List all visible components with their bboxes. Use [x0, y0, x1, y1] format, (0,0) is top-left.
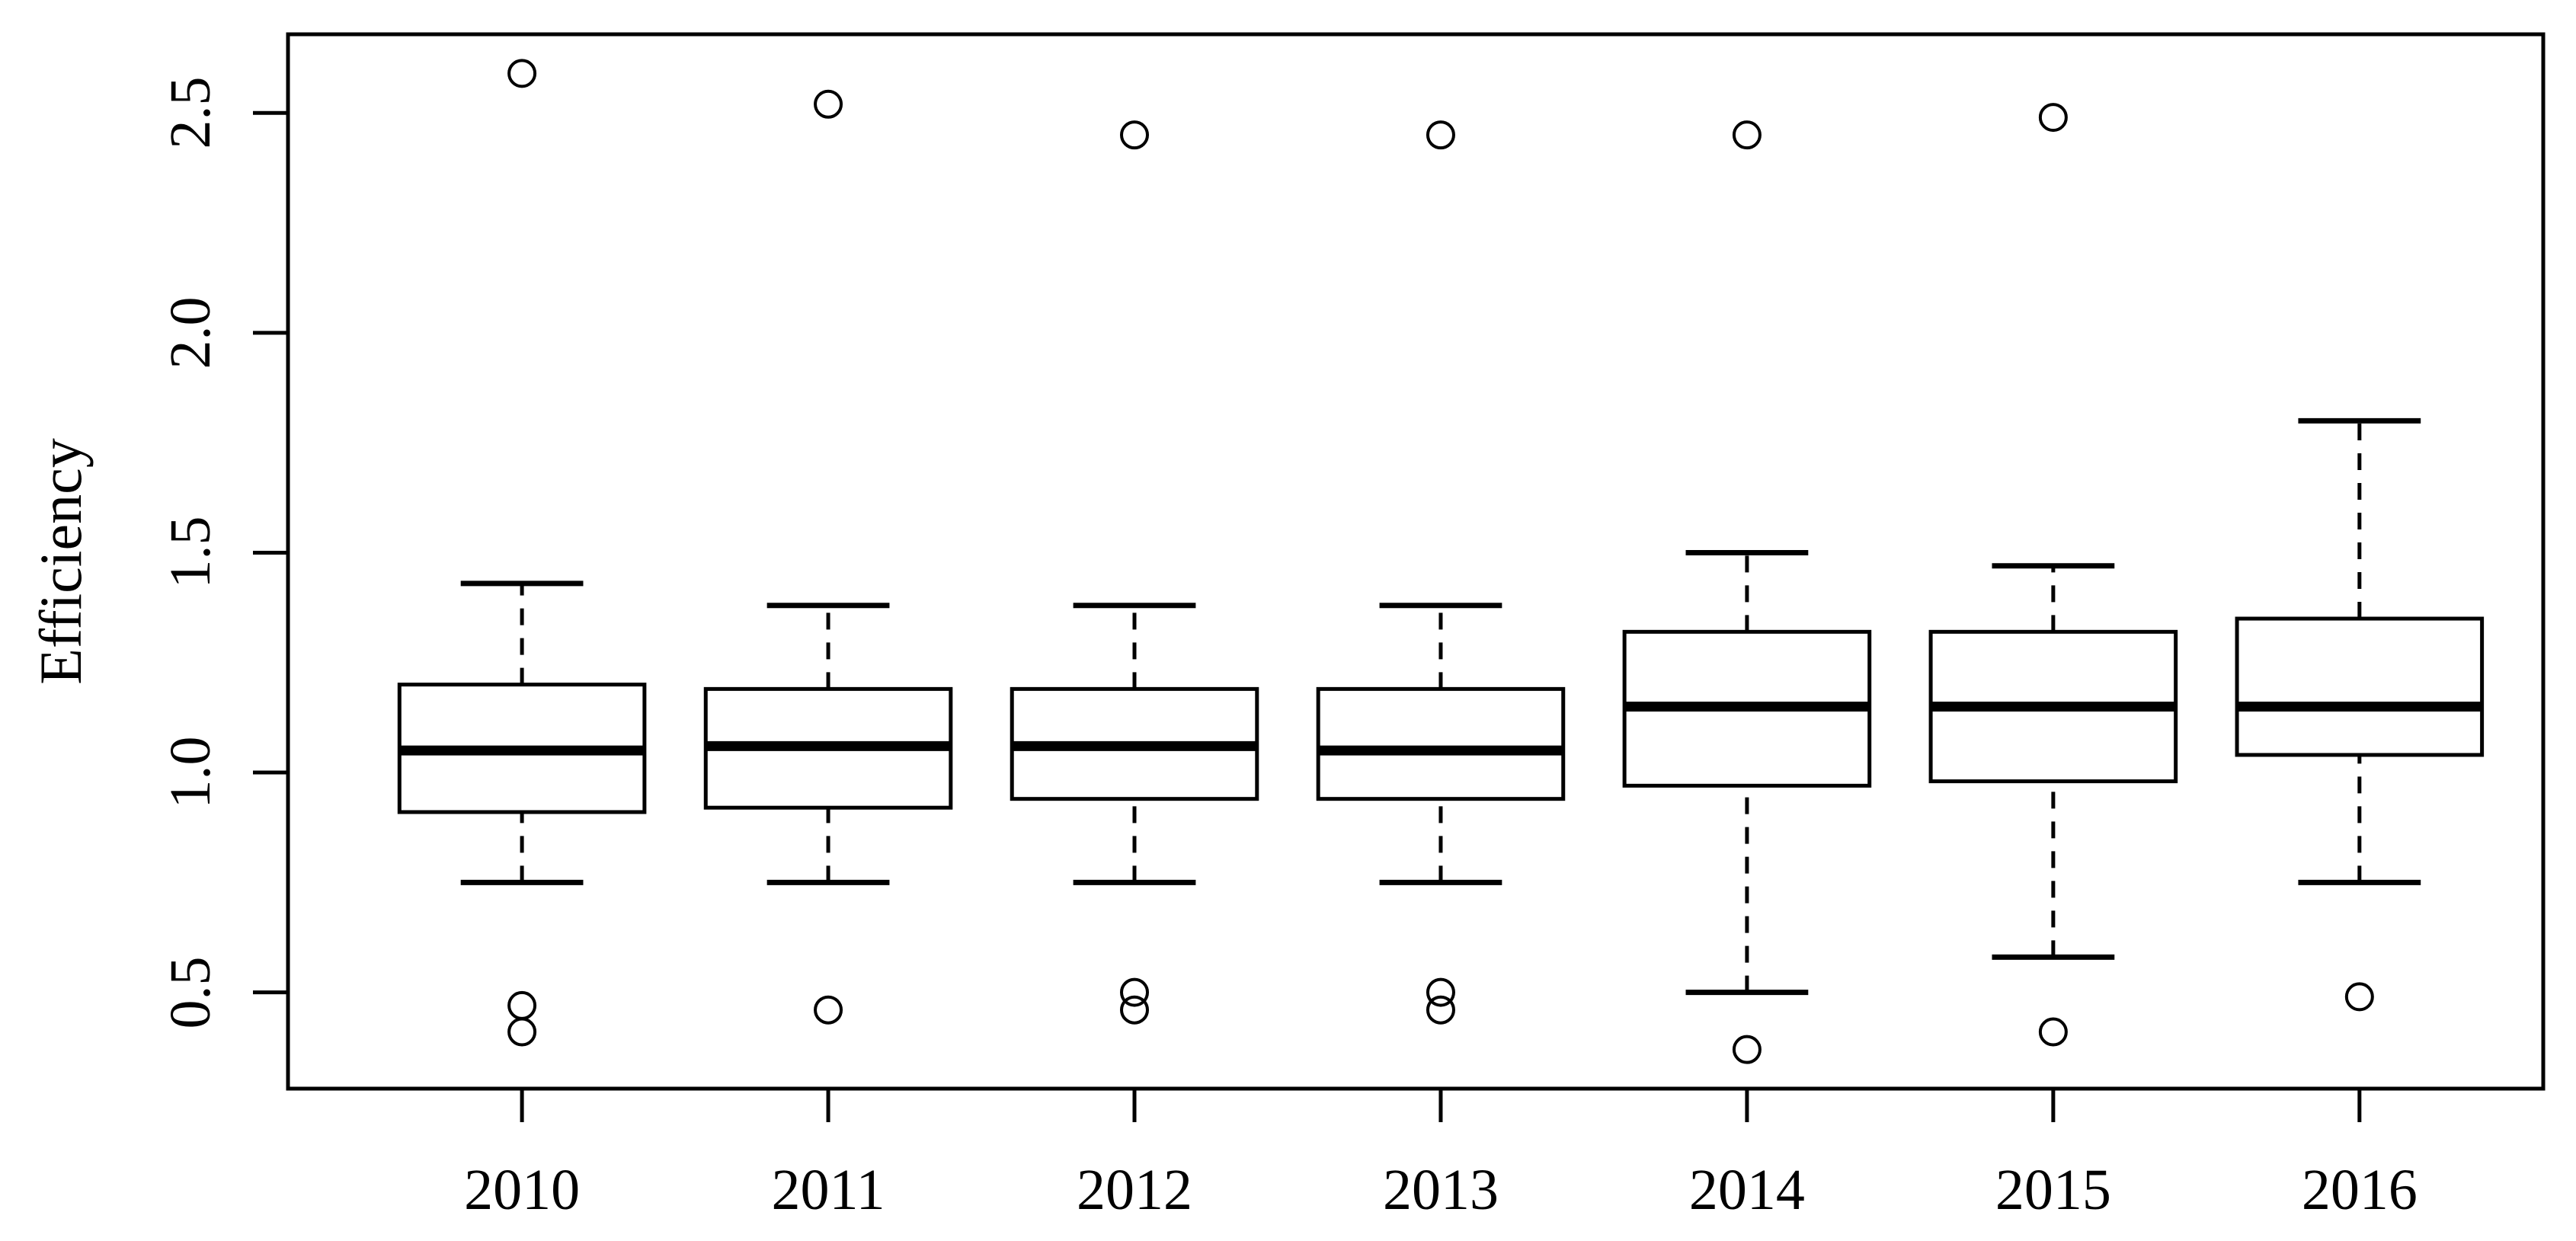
x-tick-label-2016: 2016	[2301, 1158, 2418, 1222]
outlier-circle-2011-1	[814, 995, 843, 1025]
outlier-circle-2013-1	[1426, 977, 1455, 1007]
y-tick-label-2.0: 2.0	[158, 296, 222, 369]
outlier-circle-2012-0	[1120, 120, 1150, 150]
iqr-box-2016	[2235, 616, 2485, 757]
plot-border	[286, 32, 2546, 1091]
y-tick-label-1.5: 1.5	[158, 516, 222, 589]
outlier-circle-2012-1	[1120, 977, 1150, 1007]
outlier-circle-2011-0	[814, 89, 843, 119]
x-tick-label-2015: 2015	[1995, 1158, 2111, 1222]
y-axis-title: Efficiency	[27, 438, 94, 685]
x-tick-label-2013: 2013	[1382, 1158, 1499, 1222]
outlier-circle-2013-0	[1426, 120, 1455, 150]
y-tick-label-0.5: 0.5	[158, 956, 222, 1029]
outlier-circle-2016-0	[2344, 982, 2374, 1012]
outlier-circle-2010-2	[507, 1017, 537, 1047]
y-tick-label-2.5: 2.5	[158, 76, 222, 149]
outlier-circle-2013-2	[1426, 995, 1455, 1025]
outlier-circle-2012-2	[1120, 995, 1150, 1025]
x-tick-label-2012: 2012	[1077, 1158, 1192, 1222]
outlier-circle-2010-1	[507, 990, 537, 1020]
iqr-box-2013	[1316, 686, 1566, 801]
outlier-circle-2010-0	[507, 59, 537, 88]
outlier-circle-2014-0	[1732, 120, 1762, 150]
x-tick-label-2014: 2014	[1688, 1158, 1805, 1222]
x-tick-label-2011: 2011	[771, 1158, 885, 1222]
y-tick-label-1.0: 1.0	[158, 736, 222, 809]
outlier-circle-2014-1	[1732, 1035, 1762, 1064]
outlier-circle-2015-1	[2038, 1017, 2068, 1047]
x-tick-label-2010: 2010	[464, 1158, 581, 1222]
outlier-circle-2015-0	[2038, 103, 2068, 133]
